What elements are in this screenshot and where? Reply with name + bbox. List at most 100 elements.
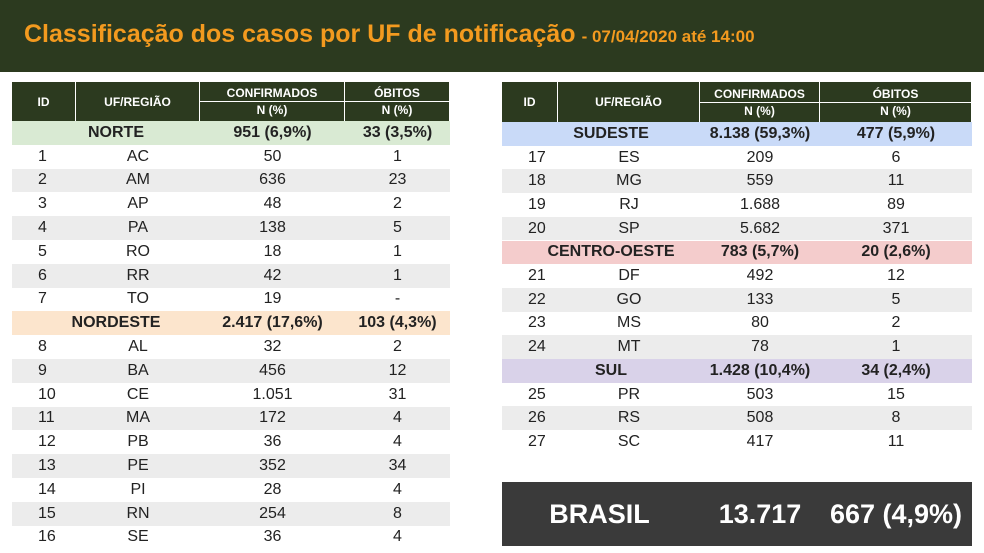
header-text: N (%)	[345, 101, 449, 118]
row-id: 10	[38, 385, 56, 403]
row-uf: SP	[618, 219, 640, 237]
region-row-bg	[502, 359, 972, 383]
row-confirmados: 50	[263, 147, 282, 165]
row-confirmados: 1.688	[739, 195, 781, 213]
row-obitos: 1	[393, 242, 402, 260]
row-obitos: -	[394, 290, 401, 308]
row-obitos: 5	[891, 290, 901, 308]
header-text: N (%)	[200, 101, 344, 118]
row-confirmados: 36	[263, 433, 282, 451]
row-uf: SC	[617, 432, 641, 450]
subtitle: - 07/04/2020 até 14:00	[581, 27, 755, 46]
row-confirmados: 254	[259, 504, 286, 522]
header-cell: ID	[12, 82, 76, 121]
region-confirmados: 8.138 (59,3%)	[709, 124, 811, 142]
row-id: 20	[528, 219, 546, 237]
header-cell: ÓBITOS N (%)	[820, 82, 972, 122]
region-confirmados: 951 (6,9%)	[233, 123, 312, 141]
row-uf: MG	[616, 172, 642, 190]
region-obitos: 477 (5,9%)	[856, 124, 936, 142]
row-shade	[502, 287, 972, 312]
row-uf: DF	[618, 267, 640, 285]
region-confirmados: 783 (5,7%)	[720, 243, 800, 261]
header-cell: UF/REGIÃO	[76, 82, 200, 121]
total-label: BRASIL	[549, 498, 650, 529]
row-uf: RN	[126, 504, 150, 522]
title: Classificação dos casos por UF de notifi…	[24, 20, 755, 49]
row-confirmados: 138	[259, 219, 286, 237]
region-row-bg	[12, 121, 450, 145]
row-id: 19	[528, 195, 546, 213]
region-row-bg	[502, 122, 972, 146]
row-obitos: 4	[393, 528, 402, 546]
row-obitos: 12	[388, 361, 407, 379]
row-confirmados: 78	[751, 338, 769, 356]
row-uf: AL	[128, 338, 148, 356]
row-confirmados: 508	[746, 409, 774, 427]
header-cell: ÓBITOS N (%)	[345, 82, 450, 121]
row-uf: MS	[617, 314, 641, 332]
region-name: SUDESTE	[573, 124, 649, 142]
row-shade	[12, 263, 450, 288]
row-id: 12	[38, 433, 56, 451]
row-obitos: 11	[887, 432, 905, 450]
header-text: N (%)	[700, 101, 819, 119]
row-uf: PE	[127, 457, 149, 475]
row-confirmados: 417	[746, 432, 774, 450]
row-shade	[12, 168, 450, 193]
row-shade	[502, 216, 972, 241]
region-confirmados: 1.428 (10,4%)	[709, 361, 811, 379]
region-obitos: 103 (4,3%)	[358, 314, 437, 332]
region-confirmados: 2.417 (17,6%)	[222, 314, 323, 332]
header-cell: ID	[502, 82, 558, 122]
row-confirmados: 36	[263, 528, 282, 546]
row-id: 15	[38, 504, 56, 522]
total-obitos: 667 (4,9%)	[829, 498, 963, 529]
row-confirmados: 636	[259, 171, 286, 189]
row-confirmados: 352	[259, 457, 286, 475]
row-obitos: 8	[393, 504, 402, 522]
row-id: 5	[38, 242, 47, 260]
row-obitos: 4	[393, 480, 402, 498]
row-obitos: 4	[393, 433, 402, 451]
row-uf: RR	[126, 266, 150, 284]
row-id: 4	[38, 219, 47, 237]
header-cell: CONFIRMADOS N (%)	[700, 82, 820, 122]
row-obitos: 2	[393, 338, 402, 356]
row-obitos: 2	[891, 314, 901, 332]
row-confirmados: 5.682	[739, 219, 781, 237]
title-text: Classificação dos casos por UF de notifi…	[24, 20, 576, 48]
row-id: 22	[528, 290, 546, 308]
row-id: 7	[38, 290, 47, 308]
row-obitos: 34	[388, 457, 407, 475]
row-obitos: 371	[882, 219, 910, 237]
row-id: 3	[38, 195, 47, 213]
row-id: 8	[38, 338, 47, 356]
row-confirmados: 559	[746, 172, 774, 190]
row-id: 1	[38, 147, 47, 165]
row-id: 18	[528, 172, 546, 190]
region-row-bg	[12, 311, 450, 336]
header-text: ÓBITOS	[374, 86, 420, 100]
row-id: 11	[38, 409, 55, 427]
region-name: NORTE	[88, 123, 144, 141]
header-text: CONFIRMADOS	[714, 86, 805, 101]
row-id: 27	[528, 432, 546, 450]
row-obitos: 1	[891, 338, 901, 356]
row-obitos: 8	[891, 409, 901, 427]
row-shade	[12, 359, 450, 383]
region-obitos: 34 (2,4%)	[861, 361, 931, 379]
row-uf: PB	[127, 433, 149, 451]
row-uf: RJ	[619, 195, 639, 213]
region-obitos: 20 (2,6%)	[861, 243, 931, 261]
row-shade	[502, 335, 972, 359]
row-confirmados: 28	[263, 480, 282, 498]
row-obitos: 4	[393, 409, 402, 427]
row-uf: CE	[126, 385, 150, 403]
row-shade	[12, 216, 450, 240]
row-uf: MA	[126, 409, 150, 427]
row-confirmados: 48	[263, 195, 282, 213]
row-uf: GO	[616, 290, 642, 308]
header-text: N (%)	[820, 101, 971, 119]
